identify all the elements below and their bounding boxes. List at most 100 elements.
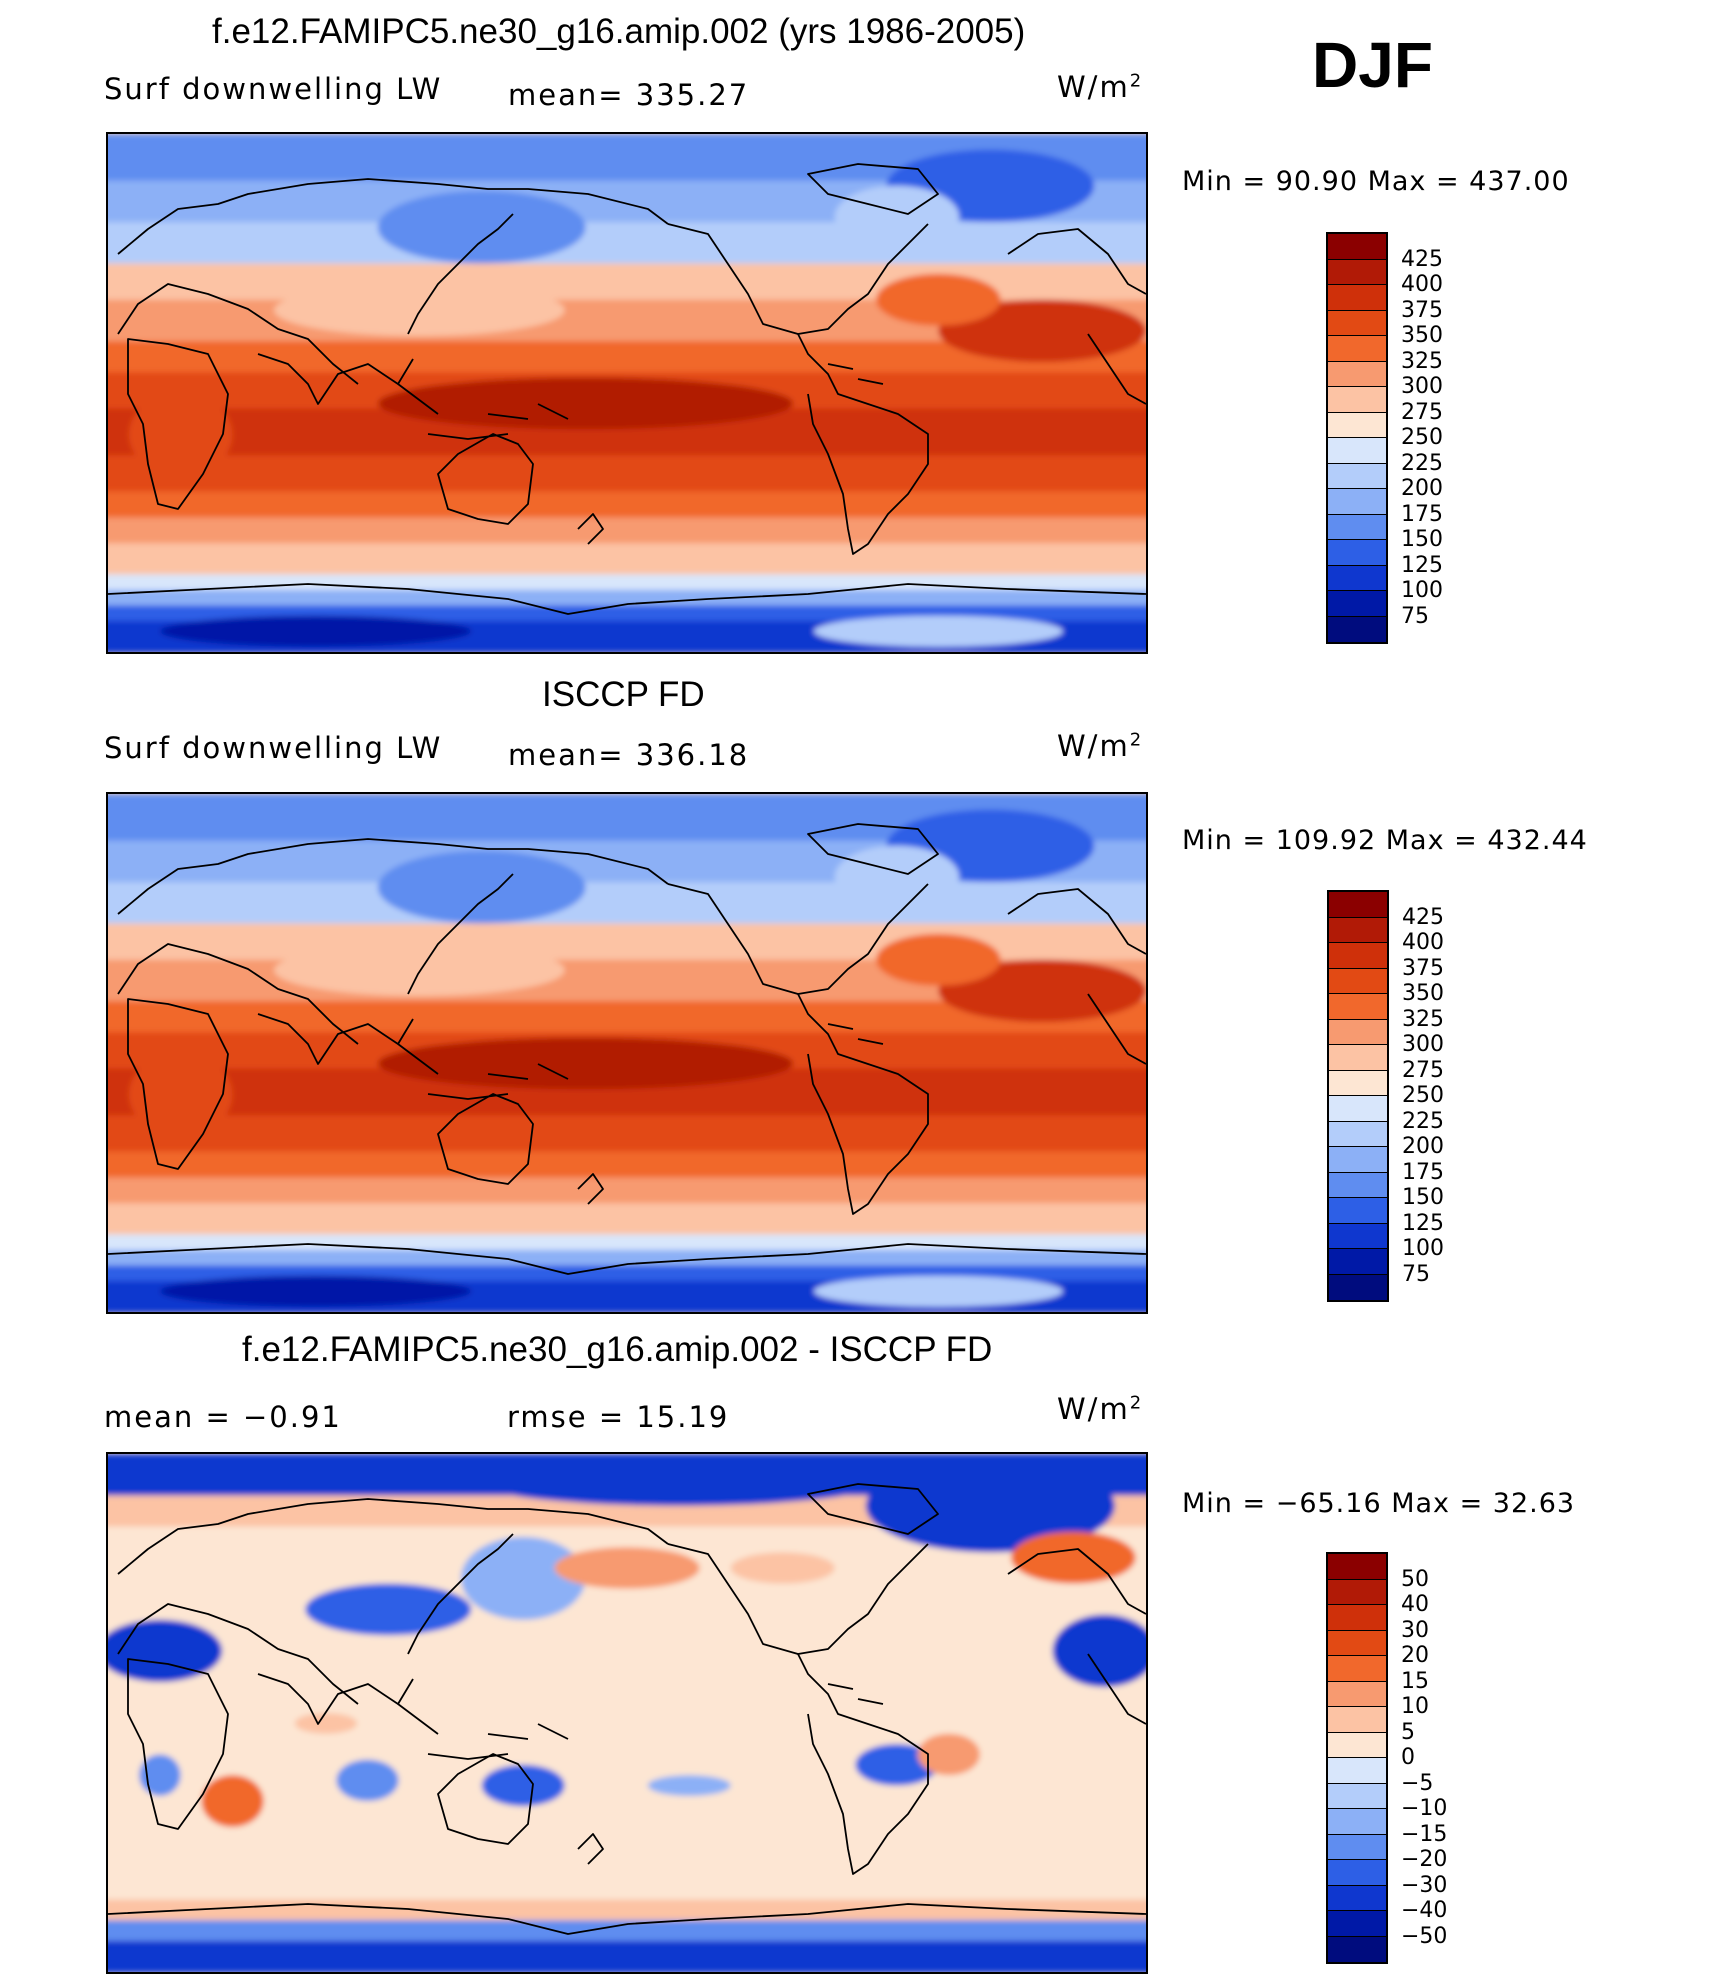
colorbar-tick-label: 20 [1401,1643,1429,1668]
coastline-segment [437,433,534,525]
panel-3-colorbar [1326,1552,1388,1964]
colorbar-tick-label: 300 [1402,1032,1444,1057]
field-anomaly [139,1754,181,1796]
field-anomaly [201,1775,264,1827]
coastline-segment [1007,888,1146,955]
panel-2-minmax: Min = 109.92 Max = 432.44 [1182,825,1588,856]
colorbar-swatch [1328,336,1386,362]
colorbar-tick-label: 325 [1402,1006,1444,1032]
panel-2-map [106,792,1148,1314]
colorbar-swatch [1328,1783,1386,1809]
colorbar-tick-label: −20 [1401,1847,1448,1872]
colorbar-tick-label: 400 [1402,930,1444,955]
panel-1-units-text: W/m2 [1057,70,1144,104]
colorbar-tick-label: 425 [1402,904,1444,930]
coastline-segment [397,383,569,440]
colorbar-swatch [1328,259,1386,285]
field-anomaly [834,185,960,248]
panel-2-units-text: W/m2 [1057,729,1144,763]
colorbar-swatch [1328,463,1386,489]
field-band [108,1151,1146,1179]
colorbar-swatch [1328,1809,1386,1835]
field-anomaly [865,1459,1115,1553]
units-exponent: 2 [1129,70,1144,92]
panel-1-title: f.e12.FAMIPC5.ne30_g16.amip.002 (yrs 198… [212,12,1026,51]
field-anomaly [159,615,472,647]
coastline-segment [797,333,929,555]
coastline-segment [108,1903,1146,1935]
colorbar-tick-label: 375 [1401,297,1443,323]
colorbar-swatch [1328,1758,1386,1784]
colorbar-swatch [1328,565,1386,591]
panel-1-map [106,132,1148,654]
field-anomaly [647,1775,731,1796]
colorbar-swatch [1328,540,1386,566]
colorbar-swatch [1328,438,1386,464]
coastline-segment [127,998,229,1170]
field-anomaly [730,1552,835,1584]
colorbar-tick-label: 40 [1401,1592,1429,1617]
field-anomaly [128,393,233,476]
field-band [108,1249,1146,1267]
coastline-segment [807,823,939,875]
field-anomaly [813,615,1063,647]
colorbar-swatch [1328,1579,1386,1605]
coastline-segment [127,338,229,510]
colorbar-tick-label: 300 [1401,374,1443,399]
colorbar-swatch [1328,1656,1386,1682]
field-band [108,1899,1146,1922]
coastline-segment [407,213,514,335]
field-contours [108,794,1146,1312]
coastline-segment [827,1683,884,1705]
field-anomaly [305,1583,472,1636]
colorbar-swatch [1328,1860,1386,1886]
colorbar-swatch [1328,1605,1386,1631]
colorbar-tick-label: −30 [1401,1872,1448,1898]
coastline-segment [108,1243,1146,1275]
colorbar-tick-label: 75 [1402,1261,1430,1287]
field-anomaly [554,1547,700,1589]
panel-2-units: W/m2 [1057,729,1143,763]
coastline-segment [577,1173,604,1205]
panel-1-mean-label: mean= 335.27 [508,78,750,112]
field-contours [108,1454,1146,1972]
panel-1-units: W/m2 [1057,70,1143,104]
colorbar-tick-label: 350 [1401,323,1443,348]
units-exponent: 2 [1129,729,1144,751]
field-anomaly [336,1759,399,1802]
colorbar-tick-label: 275 [1401,399,1443,425]
colorbar-tick-label: 150 [1401,527,1443,552]
colorbar-swatch [1328,1630,1386,1656]
coastline-segment [827,1023,884,1045]
colorbar-swatch [1328,1732,1386,1758]
coastline-overlay [108,163,1146,615]
colorbar-tick-label: 325 [1401,348,1443,374]
coastline-segment [437,1753,534,1845]
colorbar-tick-label: 225 [1402,1108,1444,1134]
field-anomaly [938,959,1146,1022]
colorbar-tick-label: 250 [1402,1083,1444,1108]
field-anomaly [159,1275,472,1307]
field-anomaly [938,299,1146,362]
coastline-segment [1007,1548,1146,1615]
colorbar-swatch [1328,1707,1386,1733]
colorbar-tick-label: −50 [1401,1923,1448,1949]
colorbar-swatch [1329,1198,1387,1224]
colorbar-swatch [1329,994,1387,1020]
field-anomaly [377,377,794,430]
colorbar-swatch [1328,412,1386,438]
panel-3-rmse-label: rmse = 15.19 [507,1400,730,1434]
coastline-segment [667,1543,929,1655]
coastline-segment [807,163,939,215]
colorbar-swatch [1329,1019,1387,1045]
colorbar-tick-label: −10 [1401,1796,1448,1821]
colorbar-swatch [1329,968,1387,994]
coastline-segment [397,1703,569,1760]
colorbar-swatch [1329,1096,1387,1122]
colorbar-swatch [1329,892,1387,918]
colorbar-tick-label: 375 [1402,955,1444,981]
panel-3-units: W/m2 [1057,1392,1143,1426]
colorbar-tick-label: −15 [1401,1821,1448,1847]
field-anomaly [128,1053,233,1136]
colorbar-tick-label: 400 [1401,272,1443,297]
